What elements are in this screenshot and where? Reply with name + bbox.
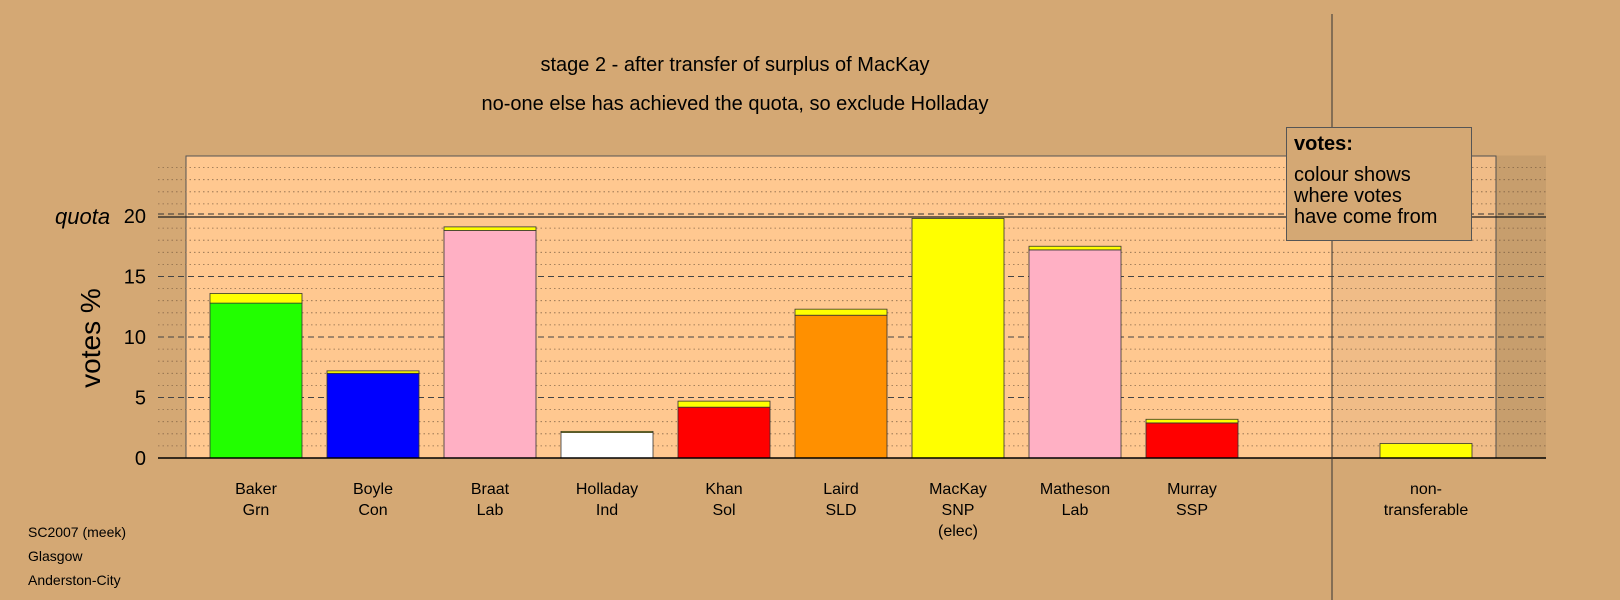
bar-segment xyxy=(677,406,771,459)
category-label: (elec) xyxy=(938,523,978,540)
footer-line-3: Anderston-City xyxy=(28,572,121,588)
footer-line-2: Glasgow xyxy=(28,548,83,564)
category-label: Khan xyxy=(705,481,742,498)
bar-segment xyxy=(209,302,303,459)
category-label: Boyle xyxy=(353,481,393,498)
quota-label: quota xyxy=(55,204,110,229)
footer-line-1: SC2007 (meek) xyxy=(28,524,127,540)
category-label: SSP xyxy=(1176,502,1208,519)
category-label: transferable xyxy=(1384,502,1469,519)
bar-segment xyxy=(677,400,771,408)
category-label: SNP xyxy=(942,502,975,519)
axis-group: 0 5 10 15 20 quota votes % xyxy=(55,14,1546,600)
category-labels: Baker Grn Boyle Con Braat Lab Holladay Ind Khan S… xyxy=(235,481,1468,540)
bar-segment xyxy=(1145,422,1239,459)
category-label: Ind xyxy=(596,502,618,519)
category-label: Laird xyxy=(823,481,859,498)
category-label: Lab xyxy=(477,502,504,519)
category-label: Lab xyxy=(1062,502,1089,519)
bar-segment xyxy=(794,308,888,316)
chart-subtitle: no-one else has achieved the quota, so e… xyxy=(481,93,989,115)
category-label: Sol xyxy=(712,502,735,519)
y-tick-label: 10 xyxy=(124,327,146,349)
category-label: non- xyxy=(1410,481,1442,498)
category-label: Braat xyxy=(471,481,510,498)
legend-body: colour shows where votes have come from xyxy=(1294,164,1438,228)
legend-heading: votes: xyxy=(1294,133,1353,155)
bar-segment xyxy=(560,432,654,459)
bar-segment xyxy=(1379,443,1473,459)
category-label: MacKay xyxy=(929,481,987,498)
category-label: Matheson xyxy=(1040,481,1110,498)
bar-segment xyxy=(560,430,654,433)
category-label: Baker xyxy=(235,481,277,498)
y-tick-label: 5 xyxy=(135,388,146,410)
bar-segment xyxy=(326,372,420,459)
bar-segment xyxy=(443,226,537,231)
y-tick-label: 20 xyxy=(124,206,146,228)
y-tick-label: 0 xyxy=(135,448,146,470)
bar-segment xyxy=(911,218,1005,459)
category-label: Murray xyxy=(1167,481,1217,498)
bar-segment xyxy=(794,314,888,459)
category-label: SLD xyxy=(825,502,856,519)
chart-title: stage 2 - after transfer of surplus of M… xyxy=(540,54,930,76)
bar-segment xyxy=(1145,418,1239,424)
bars-group xyxy=(209,218,1473,459)
category-label: Grn xyxy=(243,502,270,519)
legend-box: votes: colour shows where votes have com… xyxy=(1286,127,1472,241)
bar-segment xyxy=(1028,249,1122,459)
y-axis-title: votes % xyxy=(75,288,106,388)
y-tick-label: 15 xyxy=(124,267,146,289)
bar-segment xyxy=(326,370,420,374)
category-label: Con xyxy=(358,502,387,519)
bar-segment xyxy=(1028,245,1122,251)
category-label: Holladay xyxy=(576,481,638,498)
bar-segment xyxy=(443,230,537,459)
bar-segment xyxy=(209,293,303,304)
